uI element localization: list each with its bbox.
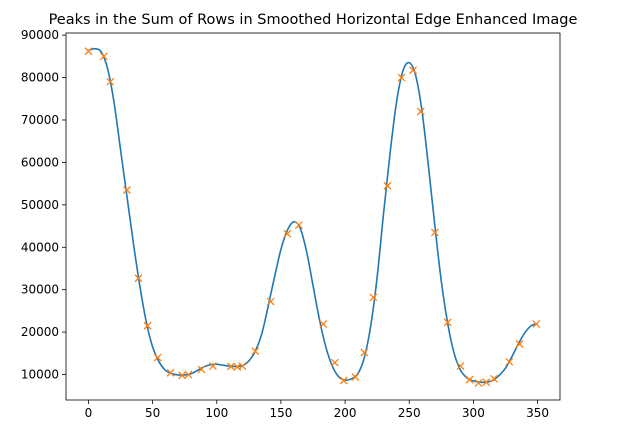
peak-marker <box>134 274 143 283</box>
peak-marker <box>430 228 439 237</box>
y-tick-label: 80000 <box>21 71 59 85</box>
x-tick-label: 250 <box>398 406 421 420</box>
y-tick-label: 10000 <box>21 368 59 382</box>
peak-marker <box>208 362 217 371</box>
peak-marker <box>369 293 378 302</box>
x-tick-label: 0 <box>85 406 93 420</box>
chart-title: Peaks in the Sum of Rows in Smoothed Hor… <box>49 12 578 28</box>
x-tick-label: 100 <box>205 406 228 420</box>
peak-marker <box>84 47 93 56</box>
peak-marker <box>474 379 483 387</box>
x-tick-label: 300 <box>462 406 485 420</box>
peak-marker <box>443 318 452 327</box>
peak-marker <box>166 368 175 377</box>
plot-frame <box>65 32 561 401</box>
peak-marker <box>226 362 235 371</box>
peak-marker <box>197 365 206 374</box>
y-tick-label: 60000 <box>21 155 59 169</box>
peak-marker <box>515 340 524 348</box>
peak-marker <box>489 374 498 383</box>
peak-marker <box>99 52 108 61</box>
peak-marker <box>122 186 131 194</box>
y-tick-label: 70000 <box>21 113 59 127</box>
y-tick-label: 20000 <box>21 325 59 339</box>
peak-marker <box>416 107 425 116</box>
plot-area: 0 50 100 150 200 250 300 350 10000 20000 30000 4000… <box>21 28 561 420</box>
x-tick-label: 200 <box>334 406 357 420</box>
peak-marker <box>266 297 275 306</box>
peak-marker <box>251 347 260 356</box>
peak-marker <box>153 353 162 362</box>
peak-marker <box>178 371 187 380</box>
peak-marker <box>319 320 328 329</box>
y-tick-label: 30000 <box>21 283 59 297</box>
peak-marker <box>409 66 418 75</box>
peak-marker <box>360 348 369 357</box>
peak-marker <box>383 181 392 190</box>
peak-marker <box>143 321 152 330</box>
x-tick-label: 50 <box>145 406 160 420</box>
peak-marker <box>505 357 514 366</box>
peak-marker <box>339 376 348 385</box>
peak-marker <box>330 358 339 367</box>
peak-marker <box>482 378 491 387</box>
y-tick-label: 90000 <box>21 28 59 42</box>
peak-marker <box>397 73 406 82</box>
peak-marker <box>184 370 193 379</box>
peak-marker <box>465 375 474 384</box>
peak-marker <box>283 229 292 238</box>
peak-marker <box>351 373 360 382</box>
peak-marker <box>238 362 247 371</box>
x-tick-label: 150 <box>269 406 292 420</box>
series-line <box>88 47 538 384</box>
y-tick-label: 50000 <box>21 198 59 212</box>
x-tick-label: 350 <box>526 406 549 420</box>
peak-marker <box>106 77 115 86</box>
peak-marker <box>532 320 541 329</box>
peak-marker <box>456 362 465 371</box>
y-tick-label: 40000 <box>21 240 59 254</box>
peak-marker <box>294 221 303 230</box>
